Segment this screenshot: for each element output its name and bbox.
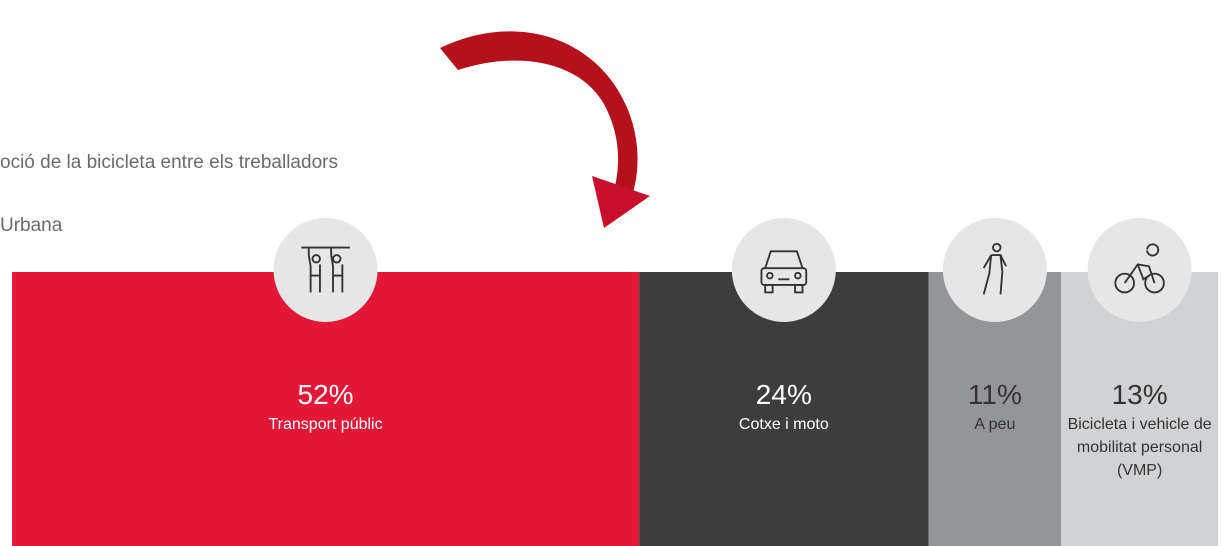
category-label: Bicicleta i vehicle de mobilitat persona…: [1067, 416, 1212, 479]
segment-label: 24% Cotxe i moto: [664, 379, 904, 436]
category-label: Transport públic: [268, 416, 383, 433]
percent-label: 11%: [967, 379, 1022, 410]
segment-label: 11% A peu: [935, 379, 1056, 436]
category-label: Cotxe i moto: [738, 416, 829, 433]
percent-label: 13%: [1111, 379, 1168, 410]
arrow: [440, 31, 650, 228]
segment-label: 52% Transport públic: [206, 379, 446, 436]
percent-label: 52%: [297, 379, 354, 410]
icon-circle: [942, 218, 1047, 322]
segment-label: 13% Bicicleta i vehicle de mobilitat pers…: [1067, 379, 1212, 482]
icon-circle: [273, 218, 378, 322]
icon-circle: [731, 218, 836, 322]
percent-label: 24%: [755, 379, 812, 410]
subtitle: Urbana: [0, 215, 63, 236]
category-label: A peu: [974, 416, 1016, 433]
title: oció de la bicicleta entre els treballad…: [0, 152, 338, 173]
